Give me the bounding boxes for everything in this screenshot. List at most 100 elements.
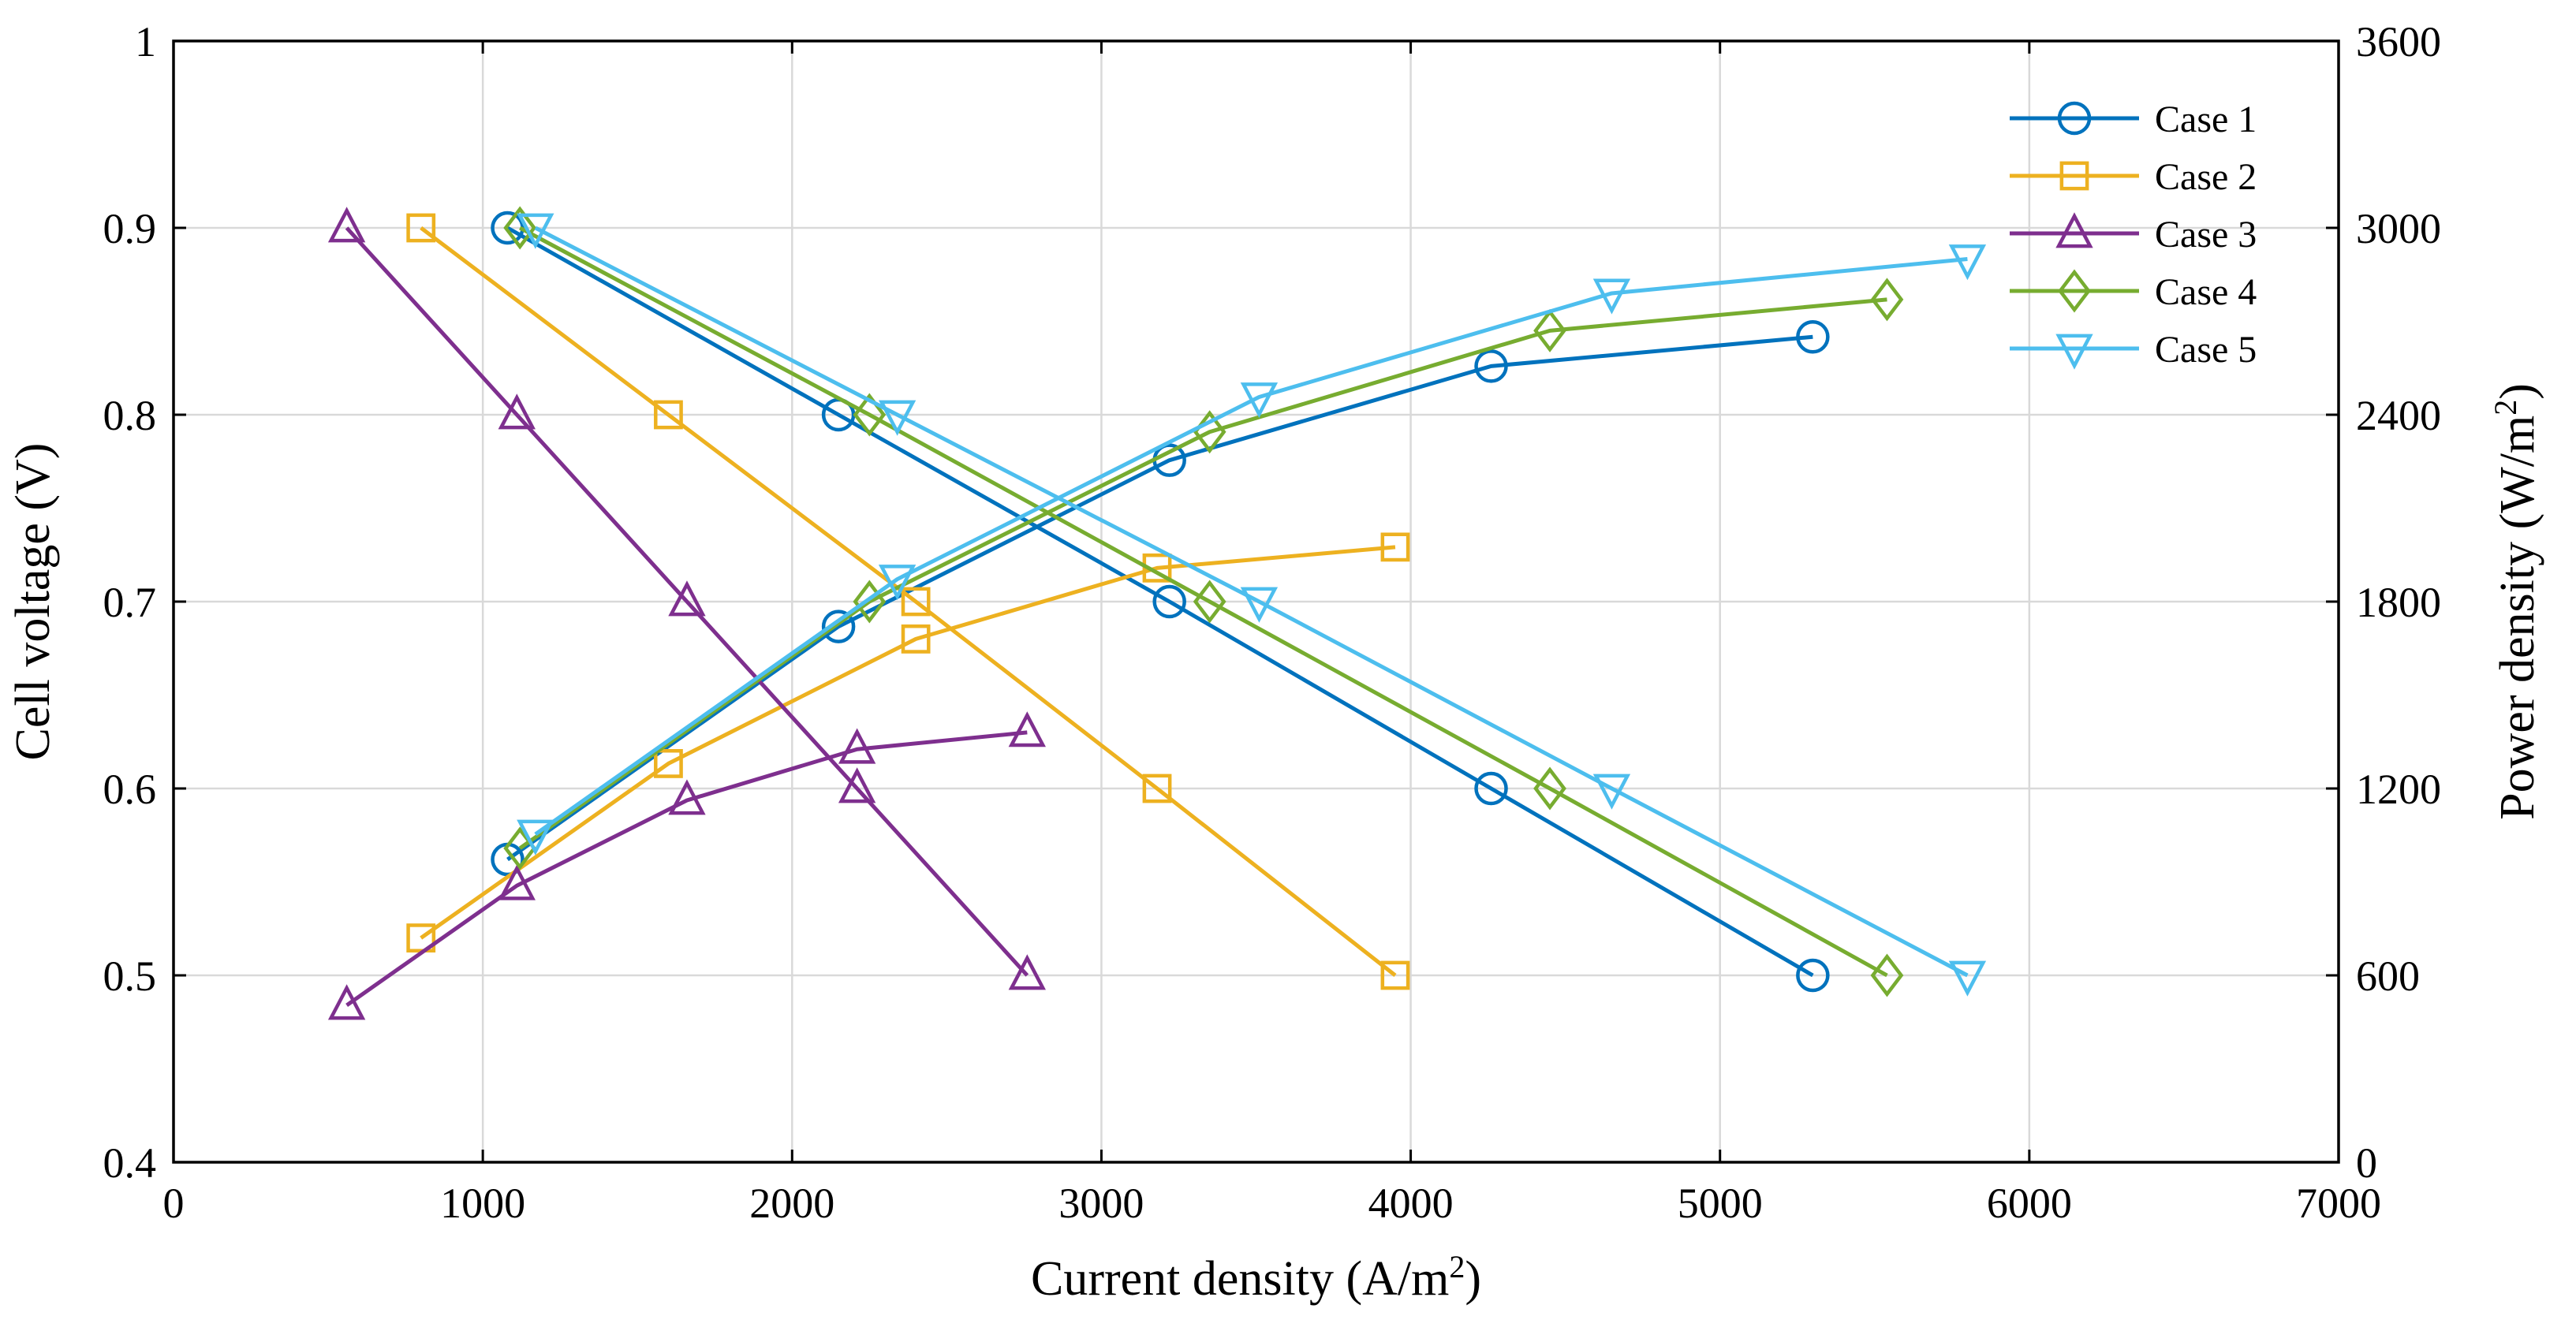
case-4-voltage-point — [1193, 580, 1226, 624]
case-3-power-point — [1008, 711, 1046, 747]
case-4-voltage-point — [853, 393, 887, 437]
legend-item-case-4: Case 4 — [2010, 269, 2257, 313]
case-4-power-point — [853, 580, 887, 624]
case-3-power-point — [498, 864, 536, 900]
legend-marker — [2057, 101, 2092, 136]
legend-item-case-3: Case 3 — [2010, 212, 2257, 255]
case-3-voltage-point — [498, 393, 536, 430]
case-1-voltage-line — [506, 226, 1814, 978]
case-2-power-point — [654, 749, 683, 778]
y-tick-label: 1 — [135, 18, 156, 65]
legend-marker — [2055, 334, 2093, 370]
y2-tick-label: 1800 — [2356, 579, 2441, 626]
y-axis-title: Cell voltage (V) — [6, 443, 60, 761]
case-3-voltage-line — [345, 226, 1029, 977]
y2-axis-title-superscript: 2 — [2488, 400, 2523, 416]
legend-label: Case 2 — [2155, 156, 2257, 198]
case-2-voltage-point — [901, 587, 931, 617]
y2-tick-label: 3000 — [2356, 205, 2441, 252]
case-2-voltage-point — [406, 213, 436, 243]
legend-label: Case 5 — [2155, 329, 2257, 371]
case-1-power-point — [1474, 349, 1508, 383]
legend-label: Case 1 — [2155, 99, 2257, 140]
series-layer — [327, 206, 1987, 1020]
series-case-1 — [491, 211, 1830, 993]
y2-tick-label: 600 — [2356, 952, 2420, 1000]
legend-label: Case 3 — [2155, 214, 2257, 255]
case-4-voltage-point — [1870, 953, 1904, 997]
series-case-5 — [517, 213, 1987, 997]
case-1-voltage-point — [1474, 771, 1508, 806]
series-case-3 — [327, 207, 1046, 1020]
case-5-voltage-line — [534, 226, 1969, 978]
case-1-power-point — [1796, 320, 1830, 354]
case-2-voltage-line — [420, 226, 1397, 977]
axis-titles: Current density (A/m2) Cell voltage (V) … — [6, 383, 2544, 1306]
y-tick-label: 0.8 — [103, 392, 157, 439]
case-4-power-line — [518, 297, 1887, 850]
legend-item-case-5: Case 5 — [2010, 329, 2257, 371]
case-2-power-point — [1380, 532, 1410, 562]
y2-axis-title: Power density (W/m2) — [2488, 383, 2545, 820]
series-case-4 — [503, 206, 1904, 997]
case-1-voltage-point — [1796, 958, 1830, 993]
legend-marker — [2055, 212, 2093, 248]
case-3-power-point — [327, 984, 366, 1020]
legend-marker — [2059, 161, 2089, 191]
case-1-voltage-point — [1152, 584, 1186, 619]
case-2-voltage-point — [654, 400, 683, 430]
case-3-voltage-point — [1008, 954, 1046, 990]
x-tick-label: 6000 — [1987, 1180, 2072, 1227]
series-case-2 — [406, 213, 1410, 990]
x-tick-label: 5000 — [1678, 1180, 1763, 1227]
case-3-power-point — [668, 779, 706, 815]
case-5-power-line — [534, 257, 1968, 837]
case-5-voltage-point — [1592, 774, 1631, 810]
case-5-power-point — [1948, 244, 1987, 281]
case-5-power-point — [1592, 278, 1631, 315]
case-5-voltage-point — [1948, 960, 1987, 997]
case-1-power-line — [506, 334, 1813, 862]
legend-item-case-2: Case 2 — [2010, 156, 2257, 198]
y-tick-label: 0.9 — [103, 205, 157, 252]
case-2-voltage-point — [1380, 960, 1410, 990]
x-axis-title-superscript: 2 — [1449, 1249, 1465, 1284]
x-tick-label: 4000 — [1368, 1180, 1454, 1227]
y-tick-label: 0.6 — [103, 766, 157, 813]
case-3-voltage-point — [327, 207, 366, 243]
case-4-voltage-point — [503, 206, 537, 250]
x-tick-label: 7000 — [2296, 1180, 2381, 1227]
case-2-power-line — [420, 545, 1396, 940]
y-tick-label: 0.5 — [103, 952, 157, 1000]
case-5-power-point — [517, 819, 554, 856]
case-4-voltage-point — [1533, 766, 1566, 811]
case-4-power-point — [1870, 278, 1904, 322]
x-tick-label: 3000 — [1058, 1180, 1144, 1227]
y2-tick-label: 0 — [2356, 1139, 2377, 1187]
case-2-power-point — [901, 624, 931, 654]
case-5-voltage-point — [1240, 587, 1279, 623]
case-5-power-point — [878, 565, 917, 601]
case-3-voltage-point — [668, 580, 706, 617]
legend-marker — [2058, 269, 2091, 313]
case-4-voltage-line — [519, 226, 1888, 978]
x-tick-label: 2000 — [749, 1180, 834, 1227]
legend-label: Case 4 — [2155, 271, 2257, 313]
legend: Case 1 Case 2 Case 3 Case 4 Case 5 — [2010, 99, 2257, 371]
case-2-voltage-point — [1142, 774, 1172, 803]
case-3-power-line — [345, 730, 1028, 1007]
case-5-voltage-point — [517, 213, 554, 249]
case-4-power-point — [1533, 308, 1566, 352]
y2-tick-label: 3600 — [2356, 18, 2441, 65]
x-axis-title: Current density (A/m2) — [1031, 1249, 1481, 1307]
x-tick-label: 0 — [163, 1180, 185, 1227]
case-3-voltage-point — [838, 767, 876, 803]
y2-tick-label: 2400 — [2356, 392, 2441, 439]
case-1-power-point — [821, 609, 856, 643]
y-tick-label: 0.4 — [103, 1139, 157, 1187]
case-5-voltage-point — [878, 400, 917, 436]
x-tick-label: 1000 — [440, 1180, 525, 1227]
y2-tick-label: 1200 — [2356, 766, 2441, 813]
case-3-power-point — [838, 728, 876, 764]
